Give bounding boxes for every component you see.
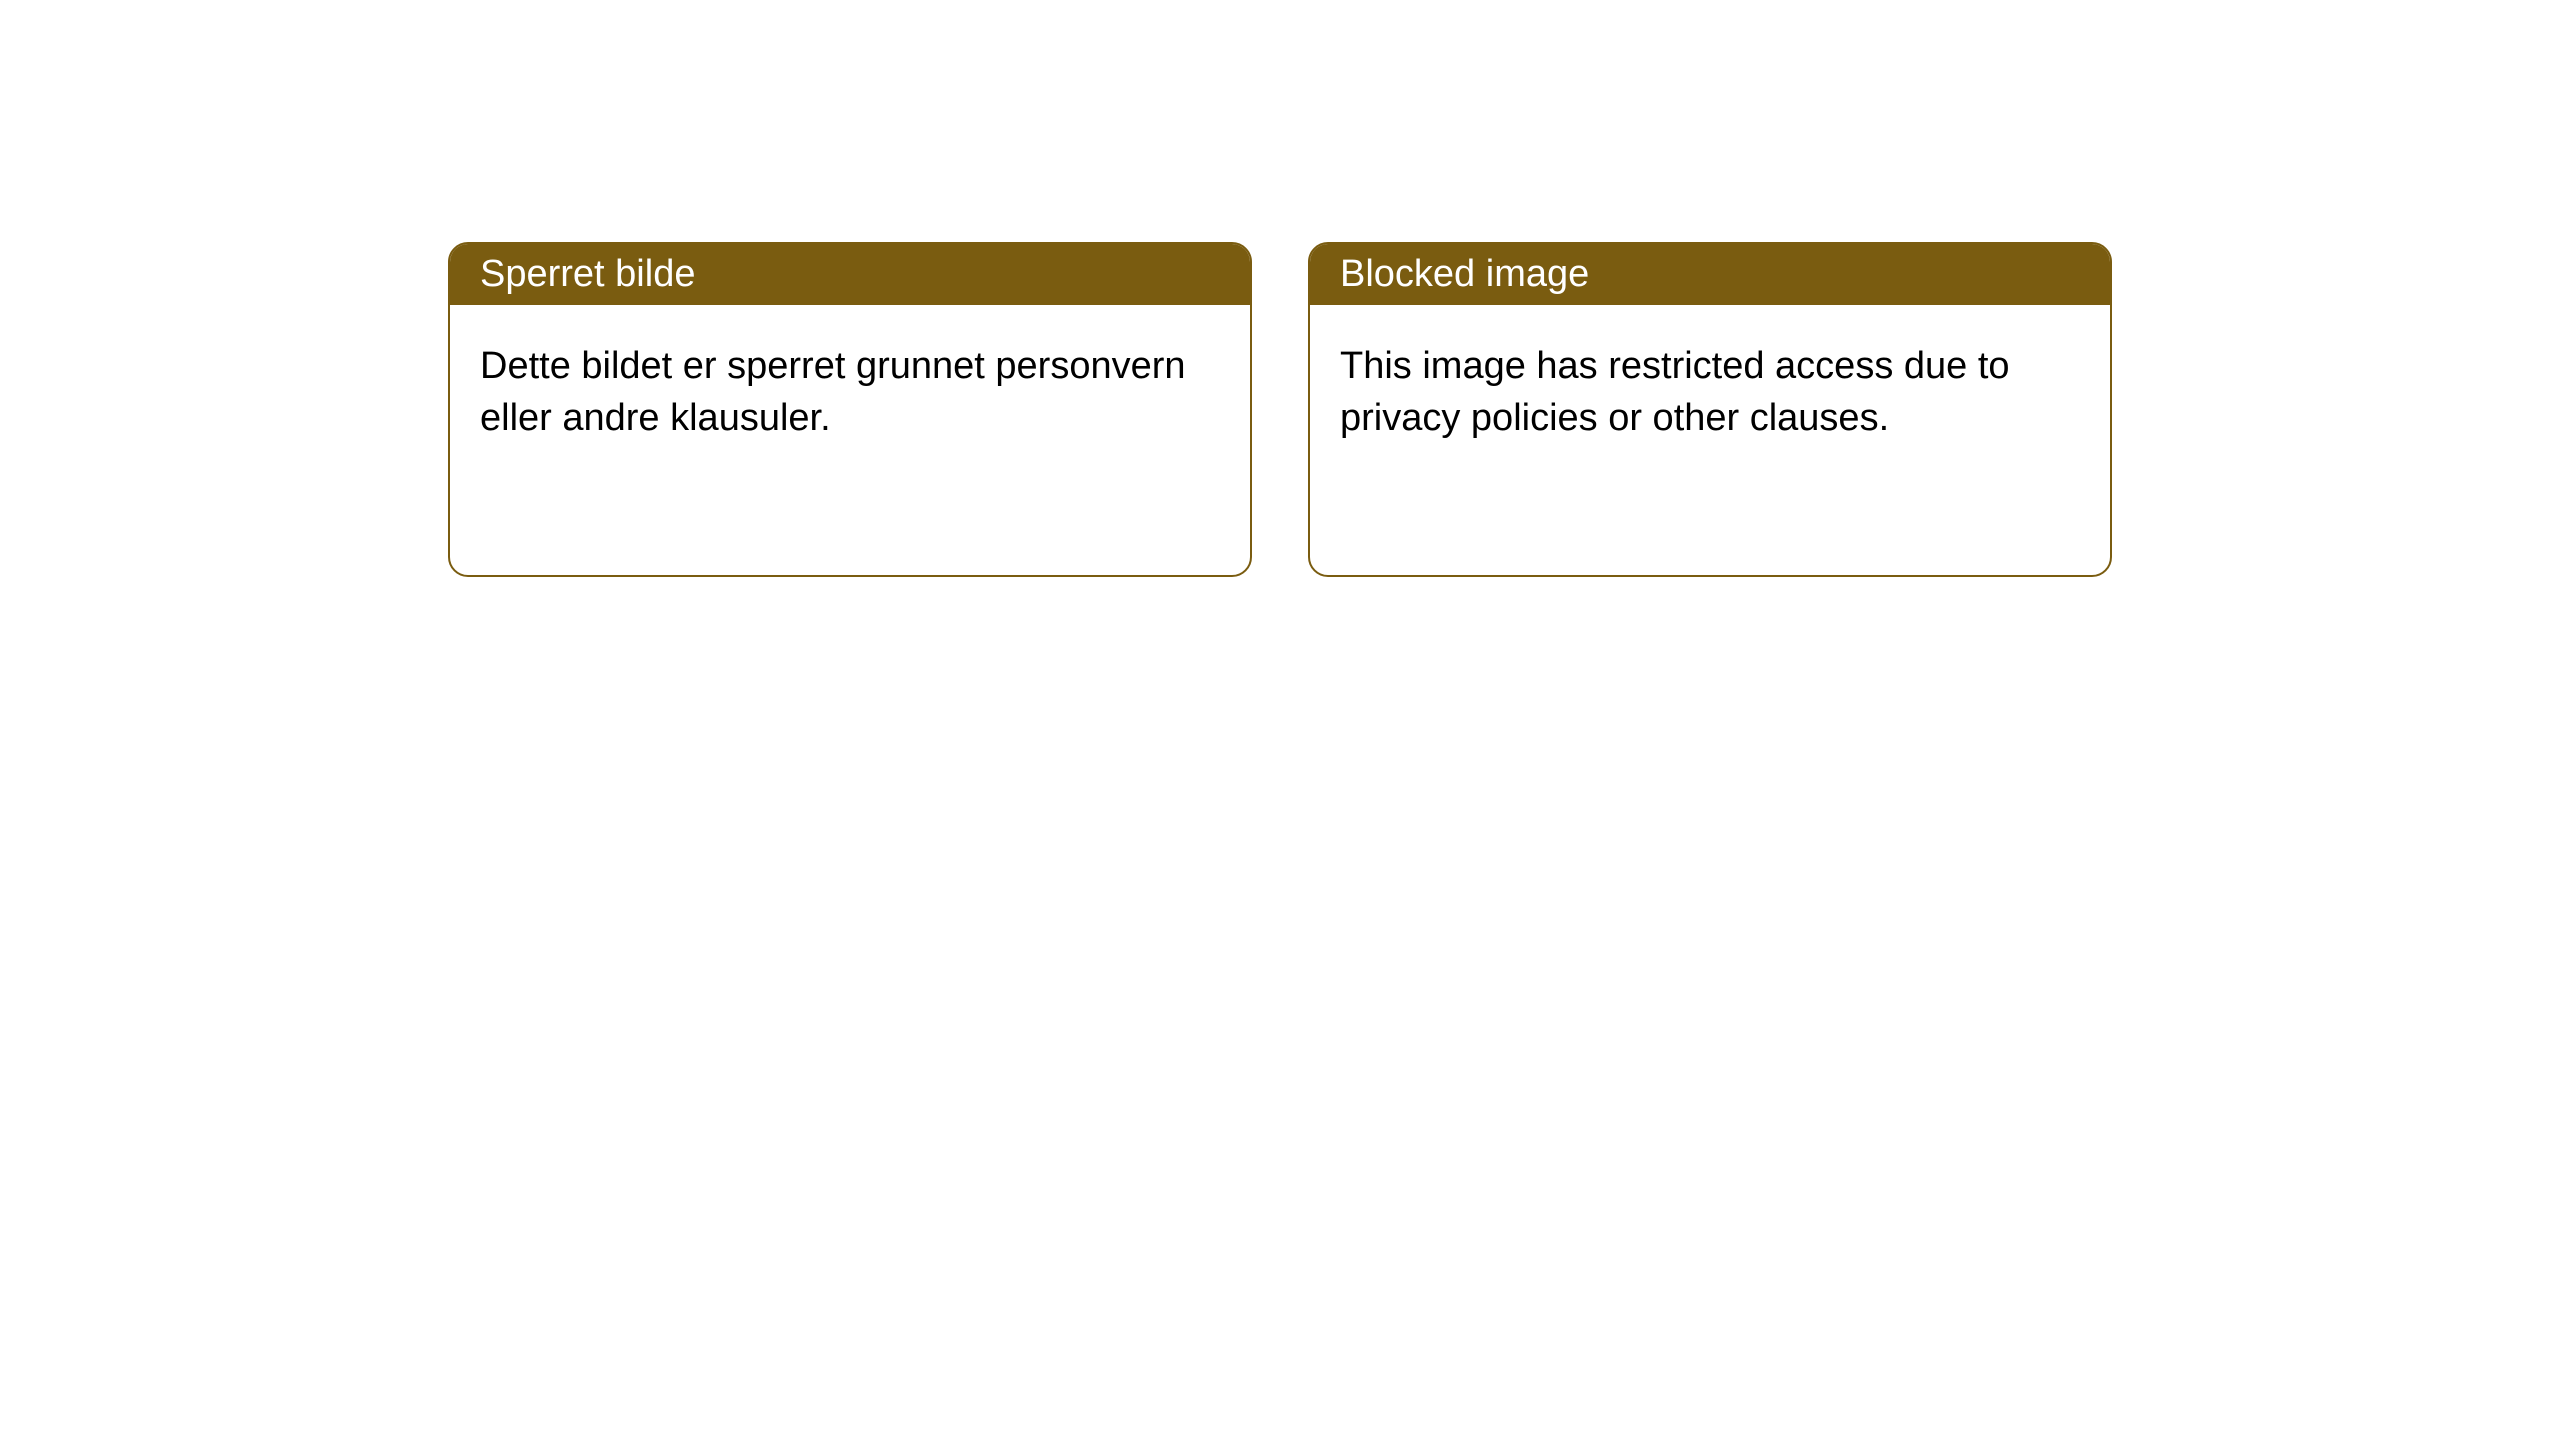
blocked-image-panel-norwegian: Sperret bilde Dette bildet er sperret gr… — [448, 242, 1252, 577]
panel-header: Blocked image — [1310, 244, 2110, 305]
blocked-image-panel-english: Blocked image This image has restricted … — [1308, 242, 2112, 577]
panel-header: Sperret bilde — [450, 244, 1250, 305]
panel-title: Blocked image — [1340, 253, 1589, 295]
panel-container: Sperret bilde Dette bildet er sperret gr… — [0, 0, 2560, 577]
panel-message: Dette bildet er sperret grunnet personve… — [480, 345, 1186, 438]
panel-body: Dette bildet er sperret grunnet personve… — [450, 305, 1250, 480]
panel-title: Sperret bilde — [480, 253, 695, 295]
panel-message: This image has restricted access due to … — [1340, 345, 2010, 438]
panel-body: This image has restricted access due to … — [1310, 305, 2110, 480]
